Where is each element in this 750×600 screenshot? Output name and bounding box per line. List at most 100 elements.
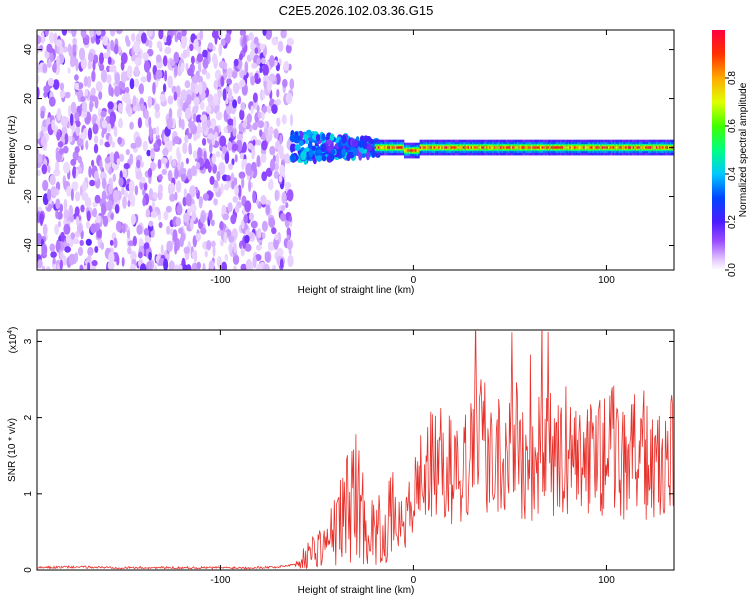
spectrogram-line-core-cell bbox=[570, 146, 573, 149]
spectrogram-line-core-cell bbox=[581, 146, 584, 149]
spectrogram-noise-cell bbox=[91, 87, 96, 96]
spectrogram-line-core-cell bbox=[506, 146, 508, 149]
spectrogram-noise-cell bbox=[203, 158, 210, 169]
spectrogram-line-core-cell bbox=[428, 146, 431, 149]
spectrogram-noise-cell bbox=[116, 30, 123, 35]
spectrogram-noise-cell bbox=[141, 32, 147, 44]
spectrogram-noise-cell bbox=[80, 96, 86, 103]
spectrogram-band-cell bbox=[358, 152, 363, 161]
spectrogram-panel: -100 0 100 -40 -20 0 20 40 Height of straight l… bbox=[7, 29, 675, 296]
spectrogram-line-core-cell bbox=[524, 146, 527, 149]
spectrogram-noise-cell bbox=[153, 142, 159, 150]
snr-x-tick-label: -100 bbox=[210, 575, 230, 586]
spectrogram-noise-cell bbox=[86, 210, 91, 222]
spectrogram-noise-cell bbox=[155, 54, 162, 63]
spectrogram-noise-cell bbox=[252, 255, 257, 269]
spectrogram-noise-cell bbox=[227, 118, 234, 126]
spectrogram-noise-cell bbox=[162, 83, 167, 93]
spectrogram-noise-cell bbox=[180, 171, 186, 182]
spectrogram-line-core-cell bbox=[631, 146, 633, 149]
spectrogram-noise-cell bbox=[288, 248, 292, 255]
spectrogram-noise-cell bbox=[167, 170, 173, 182]
spectrogram-noise-cell bbox=[59, 259, 63, 270]
colorbar-ticks: 0.0 0.2 0.4 0.6 0.8 bbox=[725, 71, 738, 277]
spectrogram-noise-cell bbox=[142, 140, 148, 152]
spectrogram-line-core-cell bbox=[381, 146, 383, 149]
spectrogram-noise-cell bbox=[274, 189, 279, 202]
spectrogram-line-core-cell bbox=[452, 146, 454, 149]
spectrogram-noise-cell bbox=[208, 260, 215, 270]
spectrogram-noise-cell bbox=[254, 47, 259, 54]
spectrogram-line-core-cell bbox=[665, 146, 667, 149]
spectrogram-noise-cell bbox=[116, 255, 120, 266]
spectrogram-band-cell bbox=[302, 134, 309, 140]
spectrogram-noise-cell bbox=[117, 102, 123, 114]
spectrogram-line-core-cell bbox=[577, 146, 579, 149]
spectrogram-noise-cell bbox=[114, 204, 120, 214]
spectrogram-noise-cell bbox=[284, 153, 291, 164]
spectrogram-noise-cell bbox=[192, 150, 198, 160]
spectrogram-noise-cell bbox=[268, 217, 276, 228]
spectrogram-line-core-cell bbox=[382, 146, 385, 149]
spectrogram-noise-cell bbox=[68, 253, 75, 266]
spectrogram-line-core-cell bbox=[396, 146, 399, 149]
spectrogram-line-core-cell bbox=[642, 146, 644, 149]
spectrogram-noise-cell bbox=[140, 103, 144, 112]
spectrogram-noise-cell bbox=[147, 95, 153, 109]
spectrogram-noise-cell bbox=[132, 95, 137, 108]
spectrogram-band-cell bbox=[341, 134, 347, 144]
spectrogram-noise-cell bbox=[239, 79, 246, 88]
spectrogram-line-core-cell bbox=[637, 146, 639, 149]
spectrogram-noise-cell bbox=[72, 166, 76, 179]
spectrogram-noise-cell bbox=[187, 67, 194, 77]
spectrogram-noise-cell bbox=[226, 67, 233, 79]
spectrogram-noise-cell bbox=[37, 259, 43, 268]
spectrogram-line-core-cell bbox=[431, 146, 434, 149]
spectrogram-noise-cell bbox=[237, 95, 242, 105]
spectrogram-noise-cell bbox=[284, 181, 292, 190]
spectrogram-noise-cell bbox=[179, 167, 187, 175]
spectrogram-line-core-cell bbox=[473, 146, 476, 149]
spectrogram-noise-cell bbox=[87, 127, 93, 141]
spectrogram-noise-cell bbox=[74, 206, 80, 217]
spectrogram-line-core-cell bbox=[532, 146, 534, 149]
spectrogram-noise-cell bbox=[55, 160, 60, 172]
spectrogram-noise-cell bbox=[143, 60, 151, 73]
spectrogram-noise-cell bbox=[98, 107, 102, 118]
spectrogram-noise-cell bbox=[279, 258, 284, 269]
spectrogram-noise-cell bbox=[259, 129, 263, 137]
spectrogram-line-core-cell bbox=[651, 146, 653, 149]
spectrogram-noise-cell bbox=[252, 190, 256, 204]
spectrogram-noise-cell bbox=[114, 72, 121, 85]
spectrogram-noise-cell bbox=[211, 240, 216, 248]
spectrogram-noise-cell bbox=[210, 219, 215, 227]
spectrogram-noise-cell bbox=[68, 44, 73, 57]
spectrogram-noise-cell bbox=[42, 265, 46, 270]
spectrogram-noise-cell bbox=[138, 251, 143, 259]
spectrogram-line-core-cell bbox=[492, 146, 494, 149]
spectrogram-noise-cell bbox=[134, 65, 140, 77]
spectrogram-noise-cell bbox=[203, 150, 207, 161]
spectrogram-line-core-cell bbox=[464, 146, 467, 149]
spectrogram-noise-cell bbox=[95, 81, 103, 92]
spectrogram-noise-cell bbox=[80, 30, 87, 38]
spectrogram-line-core-cell bbox=[625, 146, 627, 149]
spectrogram-noise-cell bbox=[262, 232, 266, 240]
spectrogram-noise-cell bbox=[242, 141, 247, 153]
spectrogram-line-core-cell bbox=[462, 146, 465, 149]
spectrogram-noise-cell bbox=[256, 228, 262, 239]
spectrogram-noise-cell bbox=[256, 104, 260, 114]
spectrogram-line-core-cell bbox=[410, 149, 412, 152]
spectrogram-noise-cell bbox=[177, 152, 182, 163]
spectrogram-noise-cell bbox=[248, 179, 252, 193]
spectrogram-noise-cell bbox=[281, 191, 287, 204]
spectrogram-line-core-cell bbox=[416, 149, 419, 152]
spectrogram-noise-cell bbox=[282, 78, 288, 88]
spectrogram-noise-cell bbox=[167, 75, 174, 89]
spectrogram-line-core-cell bbox=[438, 146, 440, 149]
spectrogram-line-core-cell bbox=[489, 146, 491, 149]
spectrogram-noise-cell bbox=[174, 264, 179, 270]
spectrogram-band-cell bbox=[291, 143, 297, 152]
spectrogram-line-core-cell bbox=[663, 146, 666, 149]
spectrogram-noise-cell bbox=[225, 32, 231, 45]
